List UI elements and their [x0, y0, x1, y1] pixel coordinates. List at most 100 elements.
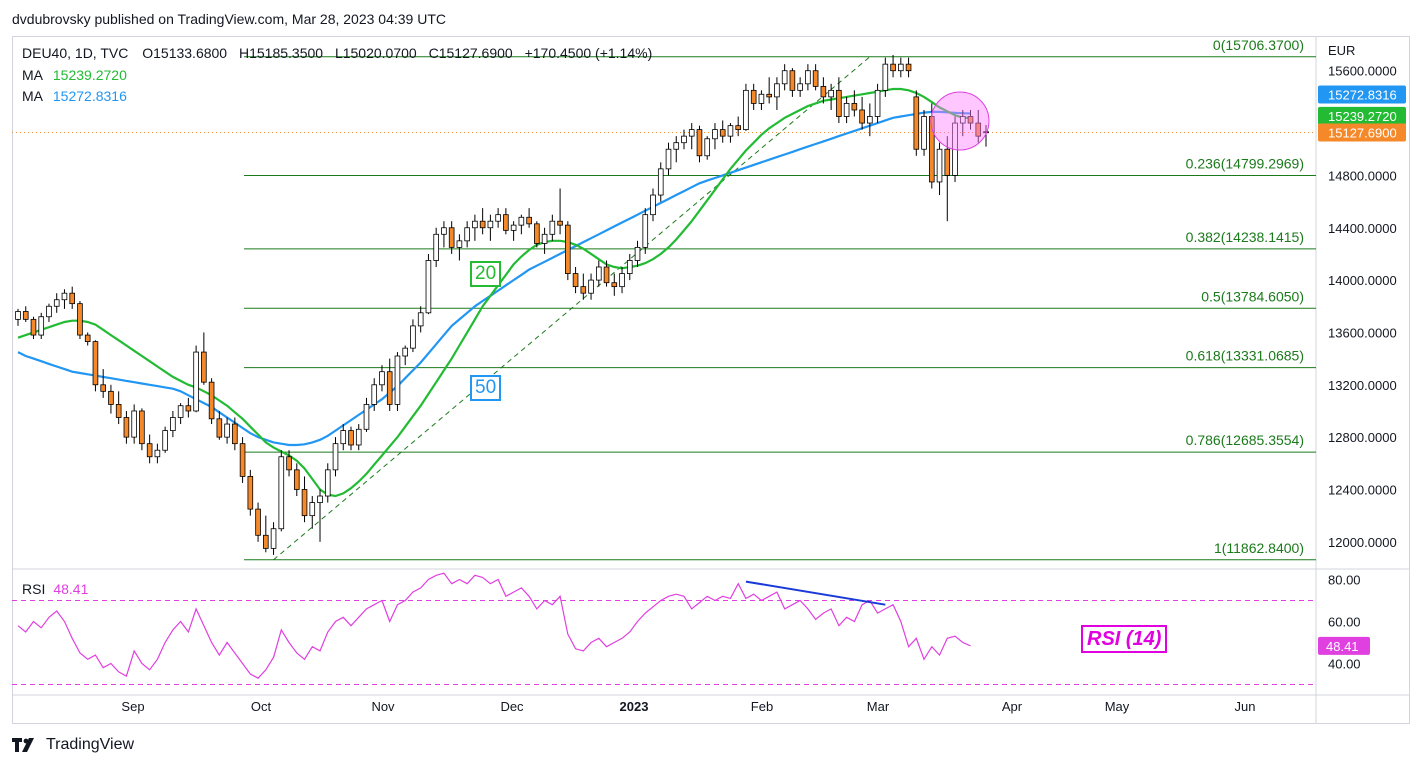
- candle-body-83: [657, 168, 664, 196]
- candle-70: [557, 188, 563, 235]
- candle-body-4: [46, 305, 52, 318]
- price-scale-label-0: 15600.0000: [1328, 64, 1397, 79]
- candle-49: [394, 352, 401, 411]
- candle-110: [867, 103, 873, 137]
- x-axis-label-9: Jun: [1235, 699, 1256, 714]
- fib-label-5: 0.786(12685.3554): [1186, 432, 1304, 448]
- candle-52: [417, 306, 424, 333]
- candle-88: [696, 125, 703, 163]
- candle-body-61: [487, 220, 494, 229]
- candle-body-7: [69, 292, 76, 305]
- fib-label-4: 0.618(13331.0685): [1186, 348, 1304, 364]
- candle-body-34: [278, 456, 285, 530]
- price-tag-text-0: 15272.8316: [1328, 88, 1397, 103]
- candle-3: [38, 312, 45, 339]
- candle-25: [208, 378, 215, 425]
- candle-body-105: [828, 89, 834, 98]
- candle-96: [758, 90, 765, 110]
- candle-body-40: [324, 469, 331, 497]
- candle-33: [270, 522, 277, 555]
- rsi-line: [17, 572, 971, 679]
- x-axis-label-4: 2023: [620, 699, 649, 714]
- candle-body-65: [518, 216, 525, 226]
- candle-21: [177, 403, 184, 425]
- candle-body-122: [959, 116, 966, 124]
- ohlc-close: C15127.6900: [428, 45, 513, 61]
- candle-20: [170, 410, 176, 438]
- footer-brand[interactable]: TradingView: [12, 736, 134, 754]
- fib-label-0: 0(15706.3700): [1213, 37, 1304, 53]
- symbol-name[interactable]: DEU40, 1D, TVC: [22, 45, 129, 61]
- candle-body-112: [882, 63, 889, 91]
- candle-body-71: [565, 224, 571, 274]
- candle-body-95: [750, 89, 757, 104]
- candle-106: [836, 77, 842, 124]
- candle-body-27: [224, 423, 230, 438]
- candle-15: [131, 404, 137, 444]
- rsi-tag: 48.41: [1318, 636, 1370, 655]
- rsi-scale-label-0: 80.00: [1328, 573, 1361, 588]
- candle-111: [874, 83, 881, 124]
- candle-body-35: [286, 456, 292, 471]
- rsi-legend[interactable]: RSI 48.41: [22, 581, 88, 597]
- candle-81: [642, 208, 649, 254]
- candle-body-85: [673, 142, 680, 150]
- x-axis-label-2: Nov: [371, 699, 395, 714]
- ma50-legend[interactable]: MA 15272.8316: [22, 88, 127, 104]
- price-scale-label-6: 13200.0000: [1328, 378, 1397, 393]
- candle-85: [673, 136, 680, 163]
- candle-body-82: [650, 194, 656, 216]
- x-axis-label-1: Oct: [251, 699, 272, 714]
- candle-body-79: [626, 260, 633, 274]
- candle-body-90: [712, 129, 718, 140]
- candle-body-26: [216, 418, 223, 438]
- candle-58: [464, 221, 470, 248]
- candle-28: [232, 417, 238, 451]
- rsi-divergence-line: [745, 580, 886, 606]
- candle-body-39: [317, 495, 323, 503]
- ma20-legend[interactable]: MA 15239.2720: [22, 67, 127, 83]
- candle-body-68: [541, 233, 548, 244]
- candle-72: [572, 267, 579, 294]
- candle-123: [967, 109, 974, 130]
- candle-body-115: [905, 63, 912, 72]
- candle-body-97: [766, 93, 772, 98]
- candle-39: [317, 489, 323, 542]
- candle-120: [944, 136, 951, 222]
- candle-body-51: [410, 325, 416, 349]
- candle-body-25: [208, 381, 215, 420]
- candle-10: [92, 340, 99, 392]
- candle-body-41: [332, 443, 339, 471]
- candle-body-14: [123, 417, 130, 438]
- candle-body-36: [293, 469, 300, 490]
- candle-body-8: [77, 303, 83, 336]
- rsi-legend-value: 48.41: [53, 581, 89, 597]
- candle-body-93: [735, 125, 741, 131]
- publish-line: dvdubrovsky published on TradingView.com…: [12, 11, 446, 27]
- candle-body-3: [38, 316, 45, 336]
- candle-103: [812, 64, 819, 91]
- ma50-legend-name: MA: [22, 88, 43, 104]
- candle-body-54: [433, 233, 439, 261]
- ma20-box-label: 20: [470, 261, 502, 287]
- candle-body-30: [247, 475, 254, 510]
- candle-body-10: [92, 341, 99, 386]
- candle-97: [766, 77, 772, 104]
- candle-body-78: [619, 273, 625, 288]
- candle-body-88: [696, 129, 703, 157]
- candle-95: [750, 83, 757, 110]
- candle-27: [224, 417, 230, 444]
- candle-113: [890, 55, 896, 78]
- price-scale-label-4: 14000.0000: [1328, 273, 1397, 288]
- candle-92: [727, 123, 734, 143]
- candle-body-113: [890, 63, 896, 72]
- candle-body-48: [386, 371, 393, 405]
- price-scale-label-2: 14800.0000: [1328, 168, 1397, 183]
- candle-body-86: [681, 135, 687, 144]
- price-tag-bg-0: [1318, 85, 1406, 104]
- candle-body-43: [348, 430, 354, 446]
- candle-32: [263, 515, 269, 553]
- candle-7: [69, 286, 76, 309]
- candle-14: [123, 410, 130, 444]
